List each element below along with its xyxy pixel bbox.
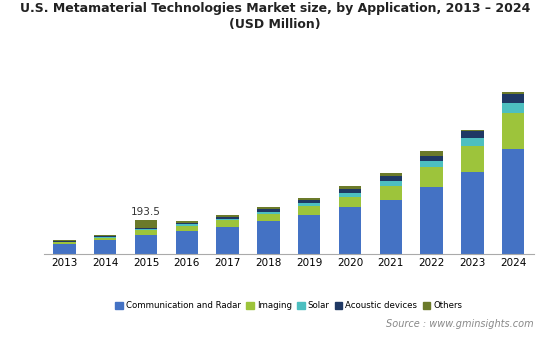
Bar [502,94,524,103]
Bar [216,217,239,219]
Bar [175,222,198,224]
Bar [502,92,524,94]
Text: 193.5: 193.5 [131,207,161,217]
Bar [298,206,320,215]
Bar [135,227,157,229]
Bar [298,215,320,254]
Bar [298,203,320,206]
Bar [257,212,279,214]
Bar [502,149,524,254]
Bar [216,219,239,220]
Bar [461,146,483,172]
Bar [420,151,443,156]
Bar [420,161,443,167]
Bar [379,173,402,176]
Bar [53,244,75,254]
Bar [339,197,361,208]
Bar [53,240,75,241]
Bar [420,167,443,188]
Bar [339,186,361,189]
Bar [94,236,117,237]
Bar [175,221,198,222]
Bar [94,238,117,240]
Bar [502,103,524,113]
Bar [94,235,117,236]
Bar [420,156,443,161]
Bar [379,181,402,186]
Bar [175,226,198,231]
Legend: Communication and Radar, Imaging, Solar, Acoustic devices, Others: Communication and Radar, Imaging, Solar,… [112,298,466,314]
Bar [339,208,361,254]
Bar [53,242,75,244]
Bar [461,131,483,138]
Bar [175,224,198,226]
Bar [339,193,361,197]
Bar [379,176,402,181]
Bar [298,200,320,203]
Bar [257,209,279,212]
Bar [339,189,361,193]
Bar [94,240,117,254]
Bar [135,229,157,231]
Bar [135,220,157,227]
Bar [502,113,524,149]
Bar [216,226,239,254]
Bar [379,200,402,254]
Text: Source : www.gminsights.com: Source : www.gminsights.com [386,319,534,329]
Bar [461,129,483,131]
Bar [175,231,198,254]
Bar [257,221,279,254]
Bar [135,231,157,235]
Bar [257,207,279,209]
Bar [216,220,239,226]
Bar [461,138,483,146]
Bar [298,197,320,200]
Bar [379,186,402,200]
Bar [94,237,117,238]
Bar [135,235,157,254]
Bar [257,214,279,221]
Bar [216,215,239,217]
Bar [461,172,483,254]
Text: U.S. Metamaterial Technologies Market size, by Application, 2013 – 2024
(USD Mil: U.S. Metamaterial Technologies Market si… [20,2,530,31]
Bar [420,188,443,254]
Bar [53,241,75,242]
